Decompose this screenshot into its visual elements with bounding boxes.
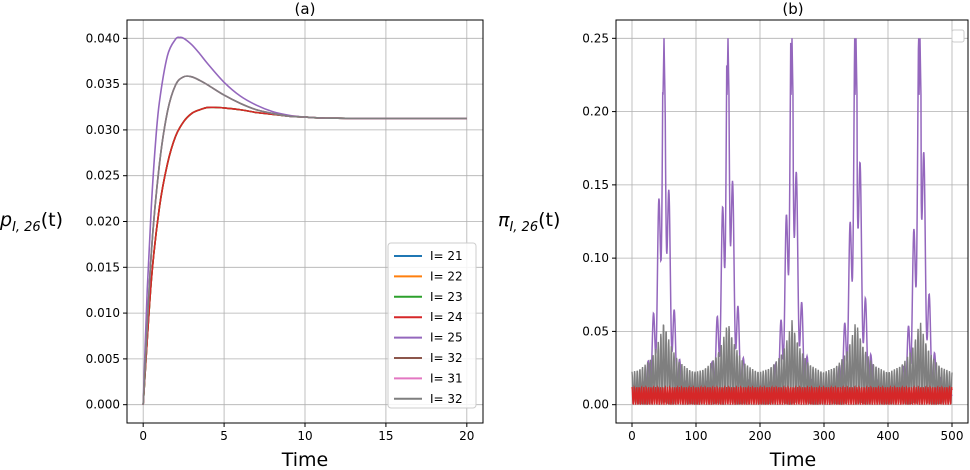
panel-b-ytick-label: 0.15 [582,178,609,192]
legend-label: I= 32 [430,392,463,406]
panel-a-xtick-label: 15 [378,429,393,443]
panel-a-ylabel-tail: (t) [41,209,63,231]
panel-a-grid [127,20,483,423]
panel-b-ytick-label: 0.25 [582,31,609,45]
panel-a-ylabel-sub: I, 26 [12,220,41,235]
panel-b-ylabel: πI, 26(t) [498,209,560,235]
panel-b-frame [615,19,969,424]
panel-a-xtick-label: 5 [220,429,228,443]
panel-b-xtick-label: 200 [749,429,772,443]
legend-label: I= 31 [430,371,463,385]
panel-a-xtick-label: 20 [459,429,474,443]
panel-a-ytick-label: 0.030 [86,123,120,137]
panel-b-ytick-label: 0.20 [582,105,609,119]
panel-b-ytick-label: 0.05 [582,324,609,338]
panel-b: (b) 0 100 200 300 400 500 0.00 0.05 0.10 0.15 0.20… [498,0,969,470]
legend-box [387,242,477,409]
panel-b-ylabel-base: π [498,209,510,231]
panel-b-xtick-label: 300 [813,429,836,443]
legend-label: I= 24 [430,310,463,324]
panel-b-ticks: 0 100 200 300 400 500 0.00 0.05 0.10 0.15 0.20 0.25 [582,31,963,443]
panel-a-legend: I= 21 I= 22 I= 23 I= 24 I= 25 I= 32 I= 31 I= 32 [387,242,477,409]
panel-a-ytick-label: 0.010 [86,306,120,320]
panel-b-series [631,38,953,405]
panel-a-ytick-label: 0.015 [86,260,120,274]
panel-b-series-line-2 [631,385,953,405]
panel-b-xtick-label: 500 [941,429,964,443]
panel-b-xtick-label: 400 [877,429,900,443]
panel-a-ytick-label: 0.025 [86,169,120,183]
panel-b-ylabel-sub: I, 26 [509,220,538,235]
legend-label: I= 25 [430,331,463,345]
panel-a-xlabel: Time [281,449,329,470]
panel-a-ytick-label: 0.040 [86,31,120,45]
legend-label: I= 22 [430,269,463,283]
legend-label: I= 21 [430,249,463,263]
panel-a-series-line-7 [142,75,467,405]
panel-b-xtick-label: 100 [685,429,708,443]
panel-b-ytick-label: 0.00 [582,398,609,412]
panel-a-ytick-label: 0.000 [86,398,120,412]
panel-b-ytick-label: 0.10 [582,251,609,265]
panel-a-ytick-label: 0.020 [86,215,120,229]
panel-a-ytick-label: 0.005 [86,352,120,366]
panel-b-title: (b) [782,0,803,18]
panel-b-empty-legend [951,29,965,43]
panel-a-ylabel: pI, 26(t) [0,209,63,235]
panel-a-series [142,36,467,405]
panel-a-ytick-label: 0.035 [86,77,120,91]
panel-b-xtick-label: 0 [628,429,636,443]
legend-label: I= 23 [430,290,463,304]
panel-b-xlabel: Time [769,449,817,470]
panel-b-ylabel-tail: (t) [538,209,560,231]
panel-a-title: (a) [295,0,316,18]
panel-a-xtick-label: 10 [297,429,312,443]
panel-a-xtick-label: 0 [139,429,147,443]
panel-a-ticks: 0 5 10 15 20 0.000 0.005 0.010 0.015 0.020 0.025 0.… [86,31,475,443]
legend-label: I= 32 [430,351,463,365]
panel-a: (a) 0 5 10 15 20 0.000 0.005 0.010 0.015 0.020 0.0… [0,0,484,470]
panel-a-ylabel-base: p [0,209,12,231]
